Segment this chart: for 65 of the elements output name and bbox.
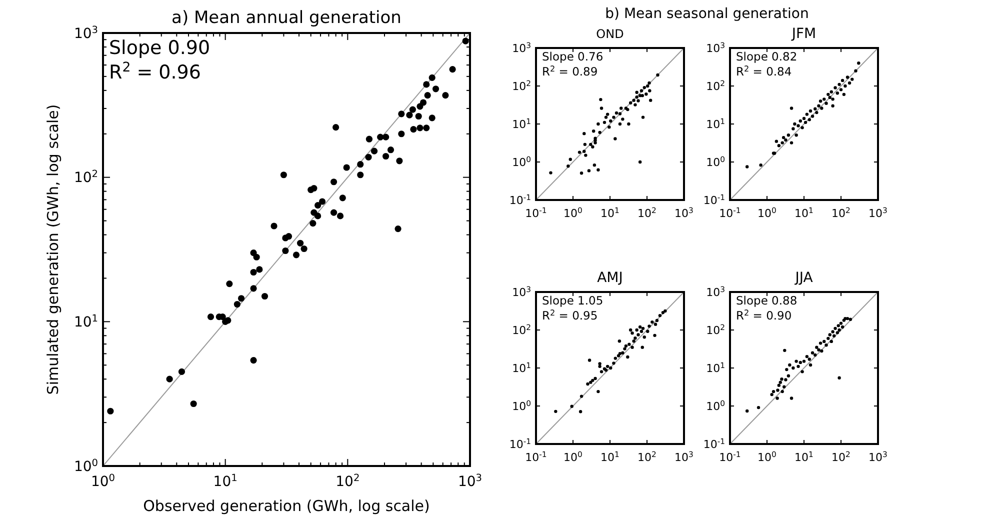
y-tick-label: 10$^{-1}$ xyxy=(703,192,726,207)
y-tick-label: 10$^{3}$ xyxy=(512,40,532,55)
x-tick-label: 10$^{3}$ xyxy=(674,206,694,220)
annotation: Slope 1.05 xyxy=(542,294,604,308)
y-tick-label: 10$^{2}$ xyxy=(706,78,726,93)
annotation: Slope 0.90 xyxy=(109,36,210,59)
y-tick-label: 10$^{1}$ xyxy=(74,313,98,331)
chart-title: b) Mean seasonal generation xyxy=(605,6,809,22)
x-tick-label: 10$^{0}$ xyxy=(564,206,583,220)
x-tick-label: 10$^{1}$ xyxy=(600,206,620,220)
y-tick-label: 10$^{-1}$ xyxy=(509,192,532,207)
x-tick-label: 10$^{3}$ xyxy=(868,206,888,220)
y-tick-label: 10$^{3}$ xyxy=(74,24,98,42)
chart-title: JJA xyxy=(794,270,814,286)
x-tick-label: 10$^{2}$ xyxy=(638,206,657,220)
y-tick-label: 10$^{-1}$ xyxy=(509,436,532,451)
y-tick-label: 10$^{2}$ xyxy=(512,78,532,93)
y-tick-label: 10$^{3}$ xyxy=(706,40,726,55)
annotation: Slope 0.82 xyxy=(736,50,798,64)
chart-title: JFM xyxy=(790,26,816,42)
annotation: R$^{2}$ = 0.95 xyxy=(542,308,598,323)
x-tick-label: 10$^{3}$ xyxy=(868,450,888,464)
annotation: R$^{2}$ = 0.96 xyxy=(109,60,201,84)
annotation: R$^{2}$ = 0.89 xyxy=(542,64,598,79)
annotation: Slope 0.76 xyxy=(542,50,604,64)
x-tick-label: 10$^{0}$ xyxy=(90,472,116,490)
chart-title: a) Mean annual generation xyxy=(172,8,402,28)
x-tick-label: 10$^{1}$ xyxy=(213,472,238,490)
x-tick-label: 10$^{2}$ xyxy=(832,450,851,464)
y-tick-label: 10$^{1}$ xyxy=(706,360,726,375)
x-tick-label: 10$^{0}$ xyxy=(758,450,777,464)
y-tick-label: 10$^{0}$ xyxy=(512,154,532,169)
y-tick-label: 10$^{1}$ xyxy=(706,116,726,131)
y-tick-label: 10$^{2}$ xyxy=(706,322,726,337)
y-tick-label: 10$^{2}$ xyxy=(512,322,532,337)
x-tick-label: 10$^{-1}$ xyxy=(525,206,547,220)
x-axis-title: Observed generation (GWh, log scale) xyxy=(143,497,430,515)
annotation: R$^{2}$ = 0.84 xyxy=(736,64,792,79)
x-tick-label: 10$^{3}$ xyxy=(458,472,482,490)
y-tick-label: 10$^{0}$ xyxy=(512,398,532,413)
x-tick-label: 10$^{1}$ xyxy=(794,206,814,220)
x-tick-label: 10$^{2}$ xyxy=(336,472,360,490)
y-tick-label: 10$^{0}$ xyxy=(706,398,726,413)
chart-title: AMJ xyxy=(597,270,623,286)
x-tick-label: 10$^{0}$ xyxy=(758,206,777,220)
y-tick-label: 10$^{0}$ xyxy=(706,154,726,169)
annotation: R$^{2}$ = 0.90 xyxy=(736,308,792,323)
y-tick-label: 10$^{2}$ xyxy=(74,168,98,186)
x-tick-label: 10$^{-1}$ xyxy=(525,450,547,464)
y-tick-label: 10$^{3}$ xyxy=(512,284,532,299)
y-axis-title: Simulated generation (GWh, log scale) xyxy=(44,104,62,395)
x-tick-label: 10$^{-1}$ xyxy=(719,206,741,220)
x-tick-label: 10$^{3}$ xyxy=(674,450,694,464)
chart-subtitle: OND xyxy=(596,27,624,41)
x-tick-label: 10$^{1}$ xyxy=(600,450,620,464)
y-tick-label: 10$^{3}$ xyxy=(706,284,726,299)
y-tick-label: 10$^{1}$ xyxy=(512,360,532,375)
y-tick-label: 10$^{-1}$ xyxy=(703,436,726,451)
x-tick-label: 10$^{-1}$ xyxy=(719,450,741,464)
annotation: Slope 0.88 xyxy=(736,294,798,308)
x-tick-label: 10$^{1}$ xyxy=(794,450,814,464)
x-tick-label: 10$^{2}$ xyxy=(832,206,851,220)
x-tick-label: 10$^{0}$ xyxy=(564,450,583,464)
y-tick-label: 10$^{1}$ xyxy=(512,116,532,131)
x-tick-label: 10$^{2}$ xyxy=(638,450,657,464)
